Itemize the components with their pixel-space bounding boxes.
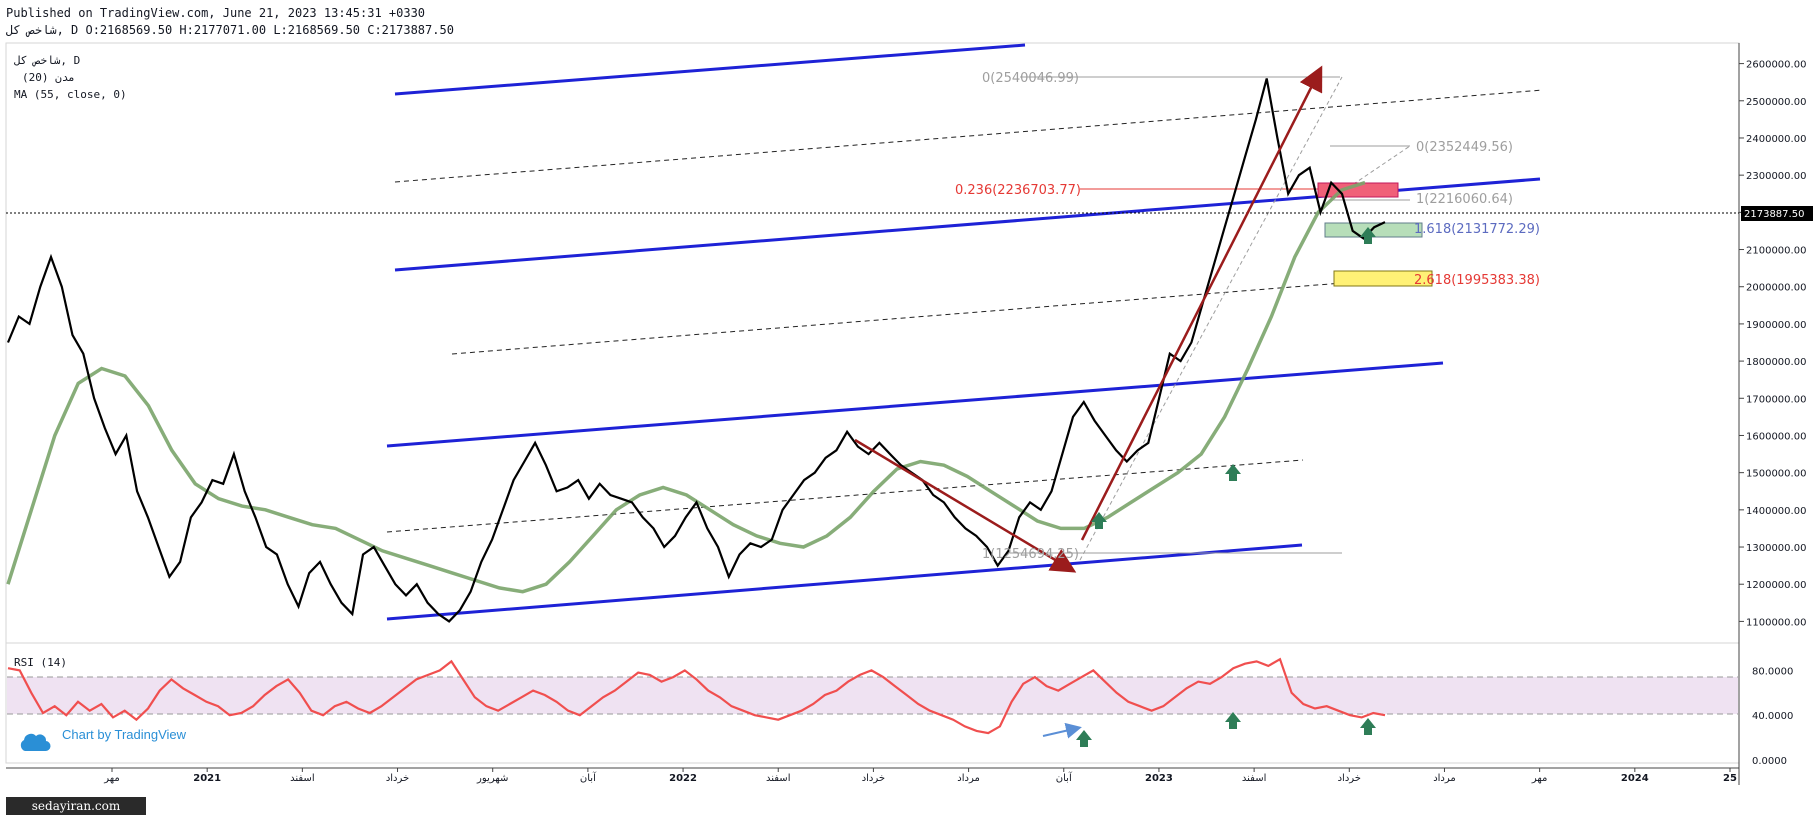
price-pane	[5, 42, 1740, 644]
up-arrow-icon	[1225, 712, 1241, 729]
trend-arrow-up	[1080, 65, 1323, 541]
price-axis: 2600000.00 2500000.00 2400000.00 2300000.00…	[1739, 60, 1806, 628]
channel-top-line	[394, 43, 1026, 96]
time-tick-label: 2022	[669, 773, 697, 784]
time-tick-label: اسفند	[1242, 773, 1266, 784]
price-tick-label: 1400000.00	[1746, 506, 1806, 517]
time-tick-label: اسفند	[766, 773, 790, 784]
trend-arrow-down	[854, 438, 1077, 573]
fib-label-1618: 1.618(2131772.29)	[1414, 222, 1540, 237]
price-tick-label: 1600000.00	[1746, 431, 1806, 442]
time-tick-label: خرداد	[386, 773, 409, 784]
channel-mid-line-3	[386, 459, 1304, 533]
channel-mid-lines	[386, 89, 1544, 533]
legend-indicator-1: (20) مدن	[22, 71, 75, 84]
rsi-band	[7, 677, 1738, 714]
watermark: sedayiran.com	[6, 797, 146, 815]
price-tick-label: 1100000.00	[1746, 617, 1806, 628]
time-tick-label: مهر	[103, 773, 119, 784]
channel-mid-line-1	[394, 89, 1544, 183]
price-tick-label: 2100000.00	[1746, 246, 1806, 257]
fib-label-236: 0.236(2236703.77)	[955, 183, 1081, 198]
legend-symbol: شاخص کل, D	[14, 54, 80, 67]
time-tick-label: 2021	[193, 773, 221, 784]
published-header: Published on TradingView.com, June 21, 2…	[6, 6, 426, 20]
last-price-label: 2173887.50	[1744, 209, 1804, 220]
fib-label-2618: 2.618(1995383.38)	[1414, 273, 1540, 288]
tradingview-logo[interactable]: Chart by TradingView	[20, 727, 187, 752]
price-tick-label: 1900000.00	[1746, 320, 1806, 331]
price-tick-label: 1700000.00	[1746, 394, 1806, 405]
rsi-tick-label: 0.0000	[1752, 756, 1787, 767]
price-tick-label: 1500000.00	[1746, 469, 1806, 480]
ohlc-header: شاخص کل, D O:2168569.50 H:2177071.00 L:2…	[6, 23, 454, 37]
fib-label-low: 1(1254694.25)	[982, 547, 1079, 562]
price-tick-label: 1300000.00	[1746, 543, 1806, 554]
time-tick-label: مرداد	[1433, 773, 1456, 784]
time-tick-label: آبان	[580, 771, 597, 784]
time-tick-label: خرداد	[1338, 773, 1361, 784]
last-price-badge	[1741, 206, 1813, 221]
time-tick-label: اسفند	[290, 773, 314, 784]
up-arrow-markers	[1076, 227, 1376, 747]
price-tick-label: 2400000.00	[1746, 134, 1806, 145]
channel-bottom-line	[386, 543, 1303, 621]
target-box	[1333, 270, 1433, 287]
time-tick-label: مهر	[1531, 773, 1547, 784]
price-line	[6, 78, 1386, 623]
time-tick-label: آبان	[1056, 771, 1073, 784]
cloud-icon	[20, 733, 51, 752]
up-arrow-icon	[1360, 718, 1376, 735]
price-tick-label: 2000000.00	[1746, 283, 1806, 294]
price-tick-label: 1200000.00	[1746, 580, 1806, 591]
fib-label-top: 0(2540046.99)	[982, 71, 1079, 86]
rsi-tick-label: 40.0000	[1752, 711, 1793, 722]
rsi-tick-label: 80.0000	[1752, 666, 1793, 677]
chart-by-tradingview[interactable]: Chart by TradingView	[62, 727, 187, 742]
time-axis: مهر 2021 اسفند خرداد شهریور آبان 2022 اسفند خردا…	[103, 768, 1737, 784]
rsi-line	[7, 657, 1386, 735]
up-arrow-icon	[1091, 512, 1107, 529]
rsi-pointer-arrow	[1042, 722, 1082, 739]
fib-diagonal-1	[1079, 76, 1343, 561]
rsi-axis: 80.0000 40.0000 0.0000	[1752, 666, 1793, 767]
channel-lines	[386, 43, 1541, 621]
channel-lower-line	[386, 361, 1444, 448]
time-tick-label: 2023	[1145, 773, 1173, 784]
channel-mid-line-2	[451, 275, 1431, 355]
price-tick-label: 2500000.00	[1746, 97, 1806, 108]
rsi-legend: RSI (14)	[14, 656, 67, 669]
up-arrow-icon	[1360, 227, 1376, 244]
ma-line	[6, 180, 1366, 594]
price-tick-label: 2600000.00	[1746, 60, 1806, 71]
time-tick-label: 2024	[1621, 773, 1649, 784]
time-tick-label: 25	[1723, 773, 1737, 784]
up-arrow-icon	[1225, 464, 1241, 481]
price-tick-label: 2300000.00	[1746, 171, 1806, 182]
time-tick-label: شهریور	[476, 773, 508, 784]
fib-label-mid: 0(2352449.56)	[1416, 140, 1513, 155]
time-tick-label: مرداد	[957, 773, 980, 784]
legend-indicator-2: MA (55, close, 0)	[14, 88, 127, 101]
time-tick-label: خرداد	[862, 773, 885, 784]
up-arrow-icon	[1076, 730, 1092, 747]
price-tick-label: 1800000.00	[1746, 357, 1806, 368]
fib-label-1-mid: 1(2216060.64)	[1416, 192, 1513, 207]
